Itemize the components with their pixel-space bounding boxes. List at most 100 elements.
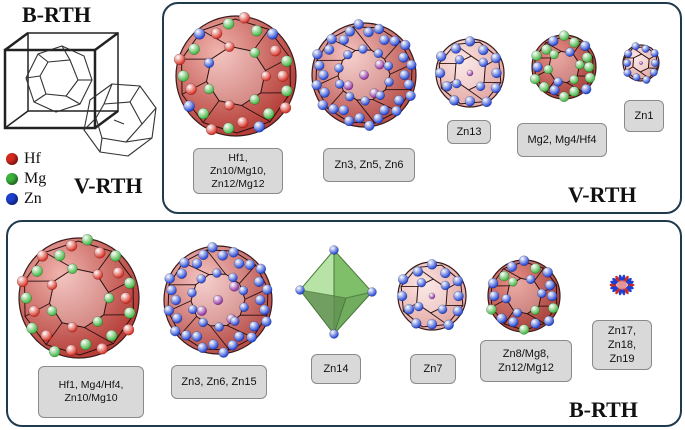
atom xyxy=(453,290,464,302)
atom xyxy=(329,329,339,339)
atom xyxy=(508,316,519,328)
atom xyxy=(328,103,339,115)
atom xyxy=(207,242,218,253)
brth-wireframe-title: B-RTH xyxy=(22,2,91,27)
atom xyxy=(581,52,593,63)
vrth-label-4: Mg2, Mg4/Hf4 xyxy=(517,123,607,157)
center-atom xyxy=(229,281,240,292)
brth-label-4: Zn7 xyxy=(410,354,456,384)
atom xyxy=(323,44,335,55)
atom xyxy=(641,44,650,53)
atom xyxy=(373,23,385,35)
atom xyxy=(65,239,78,252)
atom xyxy=(403,79,415,90)
atom xyxy=(525,274,536,285)
atom xyxy=(205,123,218,136)
atom xyxy=(344,91,355,102)
atom xyxy=(259,304,270,316)
brth-cluster-octahedron xyxy=(298,248,374,336)
atom xyxy=(170,294,182,306)
center-atom xyxy=(359,70,369,80)
atom xyxy=(319,87,330,98)
atom xyxy=(317,99,329,111)
atom xyxy=(343,115,355,127)
atom xyxy=(222,17,235,30)
atom xyxy=(196,274,206,284)
atom xyxy=(46,305,58,317)
atom xyxy=(212,268,222,278)
atom xyxy=(280,55,293,67)
atom xyxy=(398,52,409,63)
atom xyxy=(343,49,353,60)
atom xyxy=(40,329,53,342)
atom xyxy=(541,44,552,55)
wireframe-cube-polyhedra xyxy=(3,31,157,157)
atom xyxy=(16,275,29,288)
atom xyxy=(481,96,492,108)
atom xyxy=(364,120,375,131)
center-atom xyxy=(428,292,436,300)
atom xyxy=(530,305,540,315)
atom xyxy=(239,302,249,312)
atom xyxy=(120,292,132,304)
atom xyxy=(558,91,570,103)
atom xyxy=(109,250,122,262)
atom xyxy=(164,273,175,284)
atom xyxy=(435,51,447,62)
atom xyxy=(191,331,203,342)
atom xyxy=(93,246,106,259)
atom xyxy=(269,44,282,57)
atom xyxy=(389,35,400,47)
atom xyxy=(198,317,208,328)
atom xyxy=(166,284,177,296)
atom xyxy=(233,258,245,269)
atom xyxy=(344,26,356,37)
atom xyxy=(437,304,448,315)
atom xyxy=(631,42,640,51)
atom xyxy=(214,322,224,332)
atom xyxy=(397,274,409,285)
atom xyxy=(338,34,349,46)
atom xyxy=(383,61,394,71)
atom xyxy=(450,43,462,54)
atom xyxy=(92,269,103,280)
atom xyxy=(295,285,305,295)
atom xyxy=(443,319,454,331)
legend-item-zn: Zn xyxy=(6,190,42,208)
atom xyxy=(224,100,235,111)
atom xyxy=(279,102,292,114)
atom xyxy=(549,84,560,96)
atom xyxy=(506,261,518,272)
atom xyxy=(396,290,408,302)
atom xyxy=(244,259,256,270)
atom xyxy=(338,104,349,116)
atom xyxy=(210,27,223,40)
brth-label-6: Zn17, Zn18, Zn19 xyxy=(592,320,652,370)
atom xyxy=(518,255,530,266)
atom xyxy=(246,332,257,343)
atom xyxy=(547,35,559,47)
atom xyxy=(311,79,322,91)
atom xyxy=(538,81,550,93)
atom xyxy=(180,330,192,341)
atom xyxy=(36,250,49,262)
atom xyxy=(185,83,197,95)
atom xyxy=(508,277,518,287)
atom xyxy=(426,318,438,330)
atom xyxy=(179,257,190,268)
atom xyxy=(228,272,238,283)
atom xyxy=(478,44,489,56)
atom xyxy=(486,304,497,315)
atom xyxy=(260,70,272,82)
atom xyxy=(334,63,344,73)
atom xyxy=(31,265,43,277)
vrth-label-2: Zn3, Zn5, Zn6 xyxy=(323,148,415,182)
atom xyxy=(53,249,66,262)
atom xyxy=(353,19,364,30)
atom xyxy=(575,59,585,70)
atom xyxy=(569,74,579,85)
atom xyxy=(584,72,596,84)
atom xyxy=(28,305,40,317)
vrth-cluster-1 xyxy=(175,15,297,137)
atom xyxy=(580,83,592,95)
